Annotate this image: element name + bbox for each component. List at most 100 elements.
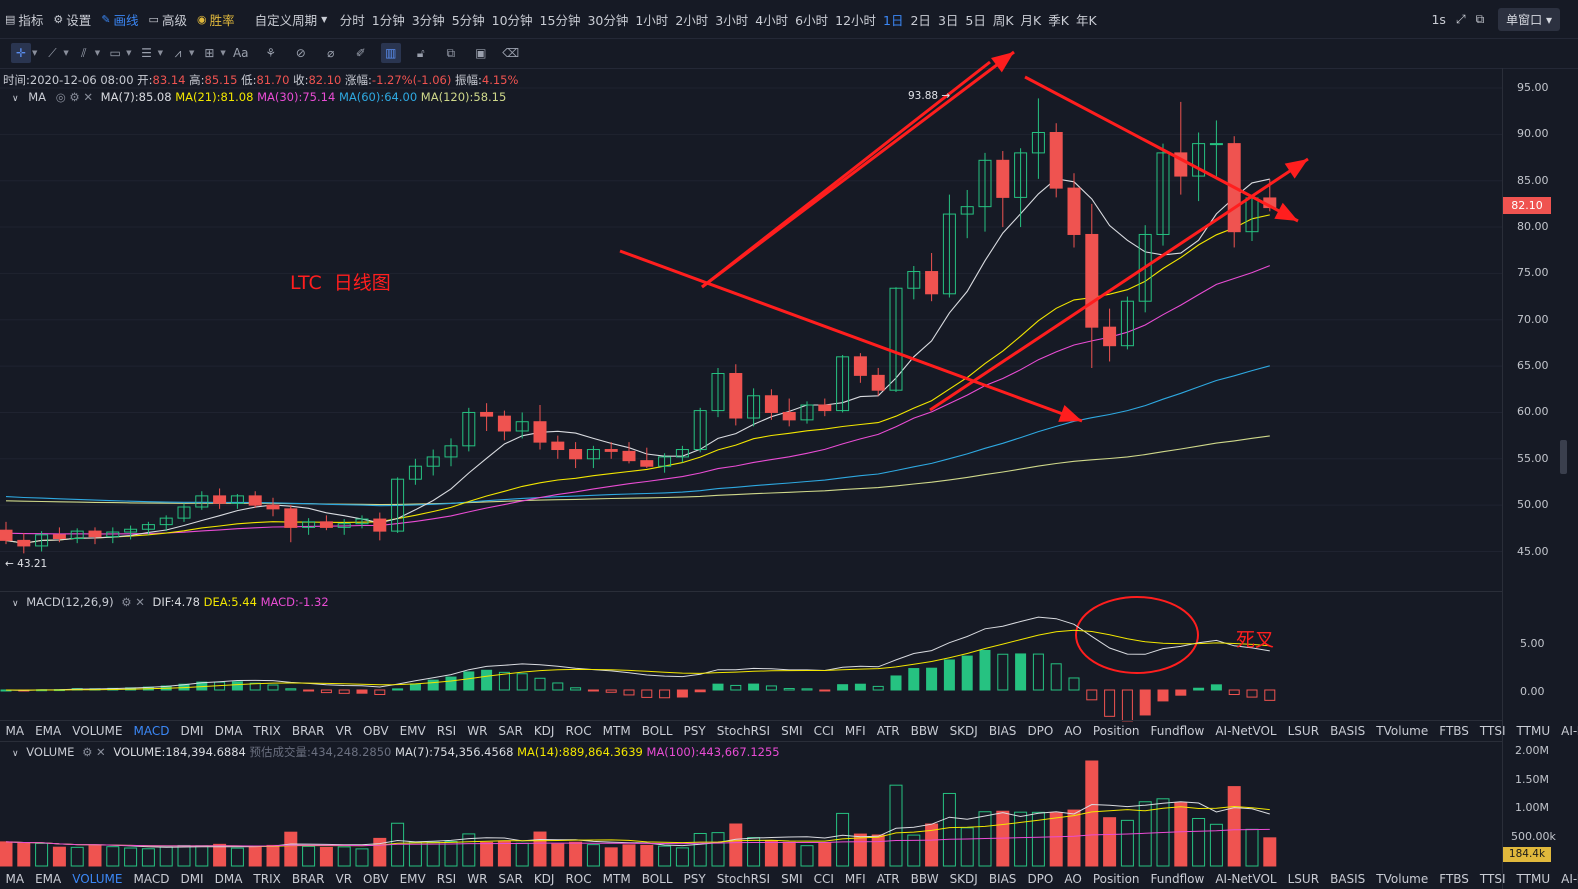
indicator-tab[interactable]: PSY	[683, 724, 706, 738]
indicator-tab[interactable]: VOLUME	[72, 724, 123, 738]
pane-divider[interactable]	[0, 591, 1502, 592]
indicator-tab[interactable]: MACD	[133, 724, 170, 738]
indicator-tab[interactable]: BOLL	[641, 872, 673, 886]
indicator-tab[interactable]: Fundflow	[1150, 724, 1205, 738]
pane-divider[interactable]	[0, 720, 1502, 721]
ruler-tool-icon[interactable]: ⌀	[327, 46, 335, 60]
eraser-tool-icon[interactable]: ✐	[355, 46, 366, 60]
indicator-tab[interactable]: WR	[467, 872, 488, 886]
trendline-tool-icon[interactable]: ⟋	[48, 45, 57, 60]
indicator-tab[interactable]: LSUR	[1287, 872, 1320, 886]
bar-mode-icon[interactable]: ▥	[380, 43, 401, 63]
window-mode-dropdown[interactable]: 单窗口 ▾	[1498, 7, 1560, 31]
draw-menu[interactable]: ✎ 画线	[96, 10, 143, 29]
period-option[interactable]: 2小时	[675, 12, 709, 28]
indicator-tab[interactable]: LSUR	[1287, 724, 1320, 738]
emoji-tool-icon[interactable]: ⚘	[265, 46, 277, 60]
indicator-tab[interactable]: MTM	[602, 872, 631, 886]
indicator-tab[interactable]: DPO	[1027, 872, 1054, 886]
period-option[interactable]: 3分钟	[411, 12, 445, 28]
text-tool-icon[interactable]: Aa	[232, 46, 249, 60]
indicator-tab[interactable]: ROC	[565, 872, 592, 886]
period-option[interactable]: 3日	[937, 12, 959, 28]
magnet-tool-icon[interactable]: ⊘	[295, 46, 306, 60]
collapse-icon[interactable]: ∨	[12, 94, 19, 104]
custom-period-dropdown[interactable]: 自定义周期 ▼	[250, 10, 333, 29]
measure-tool-icon[interactable]: ⊞	[204, 46, 215, 60]
period-option[interactable]: 1分钟	[371, 12, 405, 28]
indicator-tab[interactable]: DMA	[214, 872, 243, 886]
indicator-tab[interactable]: BOLL	[641, 724, 673, 738]
copy-icon[interactable]: ⧉	[446, 45, 456, 60]
indicator-tab[interactable]: EMV	[399, 724, 426, 738]
indicator-tab[interactable]: TTMU	[1516, 872, 1551, 886]
lock-icon[interactable]: 🔓︎	[416, 45, 425, 60]
period-option[interactable]: 4小时	[755, 12, 789, 28]
period-option[interactable]: 月K	[1020, 12, 1042, 28]
indicator-tab[interactable]: TRIX	[253, 872, 281, 886]
period-option[interactable]: 1日	[883, 12, 904, 28]
period-option[interactable]: 15分钟	[539, 12, 581, 28]
indicator-tab[interactable]: CCI	[813, 724, 834, 738]
indicator-tab[interactable]: TTSI	[1479, 872, 1506, 886]
indicator-tab[interactable]: TVolume	[1376, 724, 1429, 738]
period-option[interactable]: 分时	[339, 12, 365, 28]
trash-icon[interactable]: ⌫	[502, 46, 520, 60]
period-option[interactable]: 10分钟	[491, 12, 533, 28]
indicator-tab[interactable]: AI-BSI	[1561, 872, 1578, 886]
settings-menu[interactable]: ⚙ 设置	[48, 10, 96, 29]
winrate-menu[interactable]: ◉ 胜率	[192, 10, 240, 29]
period-option[interactable]: 12小时	[835, 12, 877, 28]
scroll-handle[interactable]	[1560, 440, 1567, 474]
indicator-tab[interactable]: RSI	[436, 872, 457, 886]
settings-icon[interactable]: ⚙	[69, 90, 80, 104]
settings-icon[interactable]: ⚙	[121, 595, 132, 609]
indicator-tab[interactable]: KDJ	[533, 872, 555, 886]
eye-icon[interactable]: ◎	[55, 90, 66, 104]
indicator-tab[interactable]: OBV	[363, 872, 389, 886]
indicator-tab[interactable]: Position	[1092, 724, 1140, 738]
period-option[interactable]: 1小时	[635, 12, 669, 28]
indicator-tab[interactable]: VOLUME	[72, 872, 123, 886]
fullscreen-icon[interactable]: ⤢	[1455, 11, 1466, 26]
crosshair-tool-icon[interactable]: ✛	[11, 43, 31, 63]
indicator-tab[interactable]: RSI	[436, 724, 457, 738]
indicator-tab[interactable]: OBV	[363, 724, 389, 738]
indicator-tab[interactable]: BIAS	[988, 872, 1017, 886]
indicator-tab[interactable]: TVolume	[1376, 872, 1429, 886]
indicator-tab[interactable]: AI-BSI	[1561, 724, 1578, 738]
collapse-icon[interactable]: ∨	[12, 749, 19, 759]
indicator-tab[interactable]: SKDJ	[949, 724, 978, 738]
indicator-tab[interactable]: MTM	[602, 724, 631, 738]
close-icon[interactable]: ✕	[135, 595, 145, 609]
period-option[interactable]: 5日	[965, 12, 986, 28]
indicator-tab[interactable]: Position	[1092, 872, 1140, 886]
indicator-tab[interactable]: BIAS	[988, 724, 1017, 738]
indicator-tab[interactable]: TTMU	[1516, 724, 1551, 738]
indicator-tab[interactable]: DPO	[1027, 724, 1054, 738]
period-option[interactable]: 2日	[910, 12, 931, 28]
indicator-tab[interactable]: AI-NetVOL	[1215, 724, 1277, 738]
indicator-tab[interactable]: AO	[1064, 872, 1082, 886]
period-option[interactable]: 年K	[1075, 12, 1097, 28]
screenshot-icon[interactable]: ▣	[475, 46, 487, 60]
pane-divider[interactable]	[0, 741, 1502, 742]
indicator-tab[interactable]: EMV	[399, 872, 426, 886]
indicator-tab[interactable]: KDJ	[533, 724, 555, 738]
indicator-tab[interactable]: MA	[5, 872, 25, 886]
indicator-tab[interactable]: MACD	[133, 872, 170, 886]
indicator-tab[interactable]: DMI	[180, 872, 204, 886]
indicator-tab[interactable]: VR	[335, 872, 353, 886]
indicator-tab[interactable]: WR	[467, 724, 488, 738]
close-icon[interactable]: ✕	[96, 745, 106, 759]
period-option[interactable]: 5分钟	[451, 12, 485, 28]
indicator-tab[interactable]: StochRSI	[716, 724, 771, 738]
indicator-tab[interactable]: BRAR	[291, 872, 325, 886]
indicator-tab[interactable]: FTBS	[1439, 872, 1469, 886]
indicator-tab[interactable]: SAR	[498, 724, 523, 738]
period-option[interactable]: 季K	[1048, 12, 1069, 28]
collapse-icon[interactable]: ∨	[12, 599, 19, 609]
indicator-tab[interactable]: BRAR	[291, 724, 325, 738]
close-icon[interactable]: ✕	[83, 90, 94, 104]
interval-label[interactable]: 1s	[1431, 11, 1446, 27]
